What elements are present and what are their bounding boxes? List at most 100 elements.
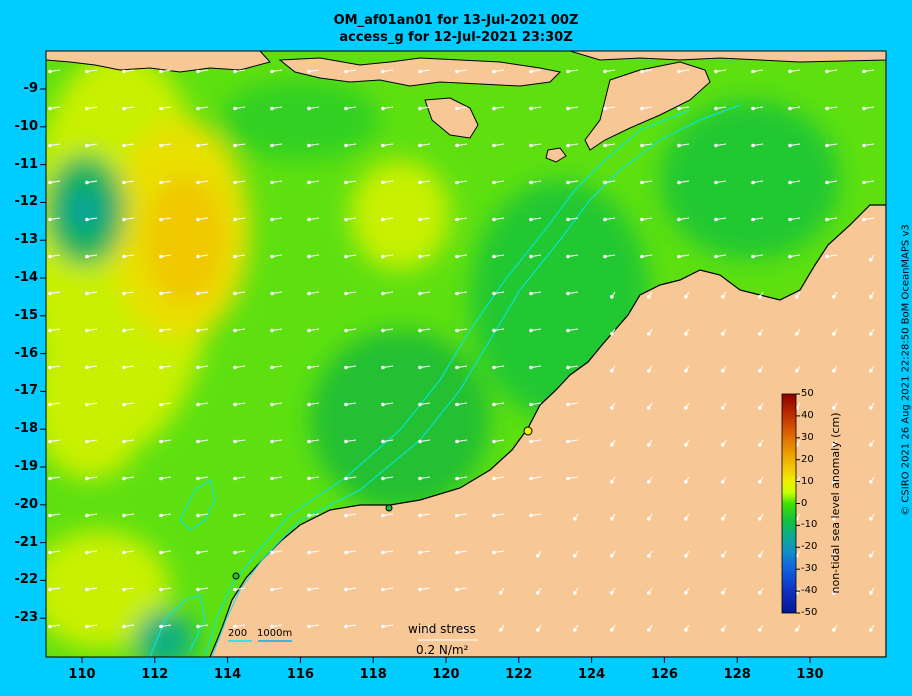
wind-arrow-head [529, 291, 533, 296]
wind-arrow-head [677, 217, 681, 222]
wind-arrow-head [788, 217, 792, 222]
wind-arrow-head [566, 143, 570, 148]
wind-arrow-head [344, 291, 348, 296]
sea-level-anomaly-field [46, 51, 840, 657]
wind-arrow-head [233, 180, 237, 185]
wind-arrow-head [48, 328, 52, 333]
wind-arrow-head [344, 439, 348, 444]
wind-arrow-head [869, 443, 873, 447]
colorbar-tick-label: 30 [801, 431, 814, 443]
wind-arrow-head [159, 365, 163, 370]
wind-arrow-head [270, 180, 274, 185]
wind-arrow-head [714, 180, 718, 185]
wind-arrow-head [344, 550, 348, 555]
wind-arrow-head [270, 513, 274, 518]
wind-arrow-head [603, 69, 607, 74]
wind-arrow-head [677, 254, 681, 259]
wind-arrow-head [492, 106, 496, 111]
wind-arrow-head [122, 106, 126, 111]
wind-arrow-head [270, 143, 274, 148]
wind-arrow-head [122, 217, 126, 222]
sumba-island [424, 97, 479, 139]
wind-arrow-head [418, 69, 422, 74]
wind-arrow-head [566, 291, 570, 296]
wind-arrow-head [573, 628, 577, 632]
wind-arrow-head [862, 217, 866, 222]
wind-arrow-head [233, 254, 237, 259]
wind-arrow-head [758, 332, 762, 336]
wind-arrow-head [85, 291, 89, 296]
wind-arrow-head [640, 254, 644, 259]
wind-arrow-head [677, 69, 681, 74]
wind-arrow-head [869, 591, 873, 595]
wind-arrow-head [344, 143, 348, 148]
wind-arrow-head [48, 69, 52, 74]
wind-arrow-head [647, 591, 651, 595]
wind-arrow-head [159, 180, 163, 185]
wind-arrow-head [196, 291, 200, 296]
wind-arrow-head [566, 254, 570, 259]
wind-arrow-head [48, 143, 52, 148]
wind-arrow-head [529, 402, 533, 407]
wind-arrow-head [795, 369, 799, 373]
wind-arrow-head [344, 328, 348, 333]
lon-tick-label: 112 [141, 667, 169, 682]
wind-arrow-head [307, 217, 311, 222]
wind-arrow-head [721, 480, 725, 484]
lat-tick-label: -19 [14, 459, 39, 474]
wind-arrow-head [381, 587, 385, 592]
wind-arrow-head [381, 550, 385, 555]
wind-arrow-head [159, 217, 163, 222]
colorbar-tick-label: -10 [801, 519, 818, 531]
wind-arrow-head [270, 291, 274, 296]
wind-arrow-head [233, 291, 237, 296]
wind-arrow-head [344, 624, 348, 629]
wind-arrow-head [344, 365, 348, 370]
wind-arrow-head [196, 254, 200, 259]
colorbar-tick-label: -50 [801, 607, 818, 618]
wind-arrow-head [122, 550, 126, 555]
wind-arrow-head [307, 365, 311, 370]
wind-arrow-head [381, 365, 385, 370]
wind-arrow-head [48, 513, 52, 518]
wind-arrow-head [610, 554, 614, 558]
wind-arrow-head [270, 328, 274, 333]
colorbar-tick-label: -20 [801, 541, 818, 553]
wind-arrow-head [869, 258, 873, 262]
wind-arrow-head [122, 180, 126, 185]
wind-arrow-head [566, 180, 570, 185]
wind-stress-arrows [48, 69, 875, 632]
wind-arrow-head [455, 550, 459, 555]
wind-arrow-head [492, 550, 496, 555]
wind-arrow-head [270, 217, 274, 222]
wind-arrow-head [751, 106, 755, 111]
wind-arrow-head [832, 554, 836, 558]
wind-arrow-head [714, 69, 718, 74]
wind-arrow-head [862, 106, 866, 111]
wind-arrow-head [825, 254, 829, 259]
wind-arrow-head [418, 550, 422, 555]
wind-arrow-head [832, 628, 836, 632]
wind-arrow-head [869, 295, 873, 299]
lon-tick-label: 120 [432, 667, 460, 682]
wind-arrow-head [529, 143, 533, 148]
wind-arrow-head [573, 591, 577, 595]
wind-arrow-head [647, 369, 651, 373]
wind-arrow-head [307, 106, 311, 111]
wind-arrow-head [381, 291, 385, 296]
wind-arrow-head [714, 254, 718, 259]
wind-arrow-head [344, 587, 348, 592]
wind-arrow-head [610, 517, 614, 521]
lat-tick-label: -16 [14, 345, 39, 361]
wind-arrow-head [344, 254, 348, 259]
wind-arrow-head [603, 180, 607, 185]
lat-tick-label: -13 [14, 232, 39, 248]
wind-arrow-head [832, 480, 836, 484]
wind-arrow-head [566, 217, 570, 222]
wind-arrow-head [492, 365, 496, 370]
wind-arrow-head [159, 291, 163, 296]
wind-arrow-head [758, 554, 762, 558]
wind-arrow-head [684, 295, 688, 299]
wind-arrow-head [825, 106, 829, 111]
credit-text: © CSIRO 2021 26 Aug 2021 22:28:50 BoM Oc… [900, 224, 912, 516]
